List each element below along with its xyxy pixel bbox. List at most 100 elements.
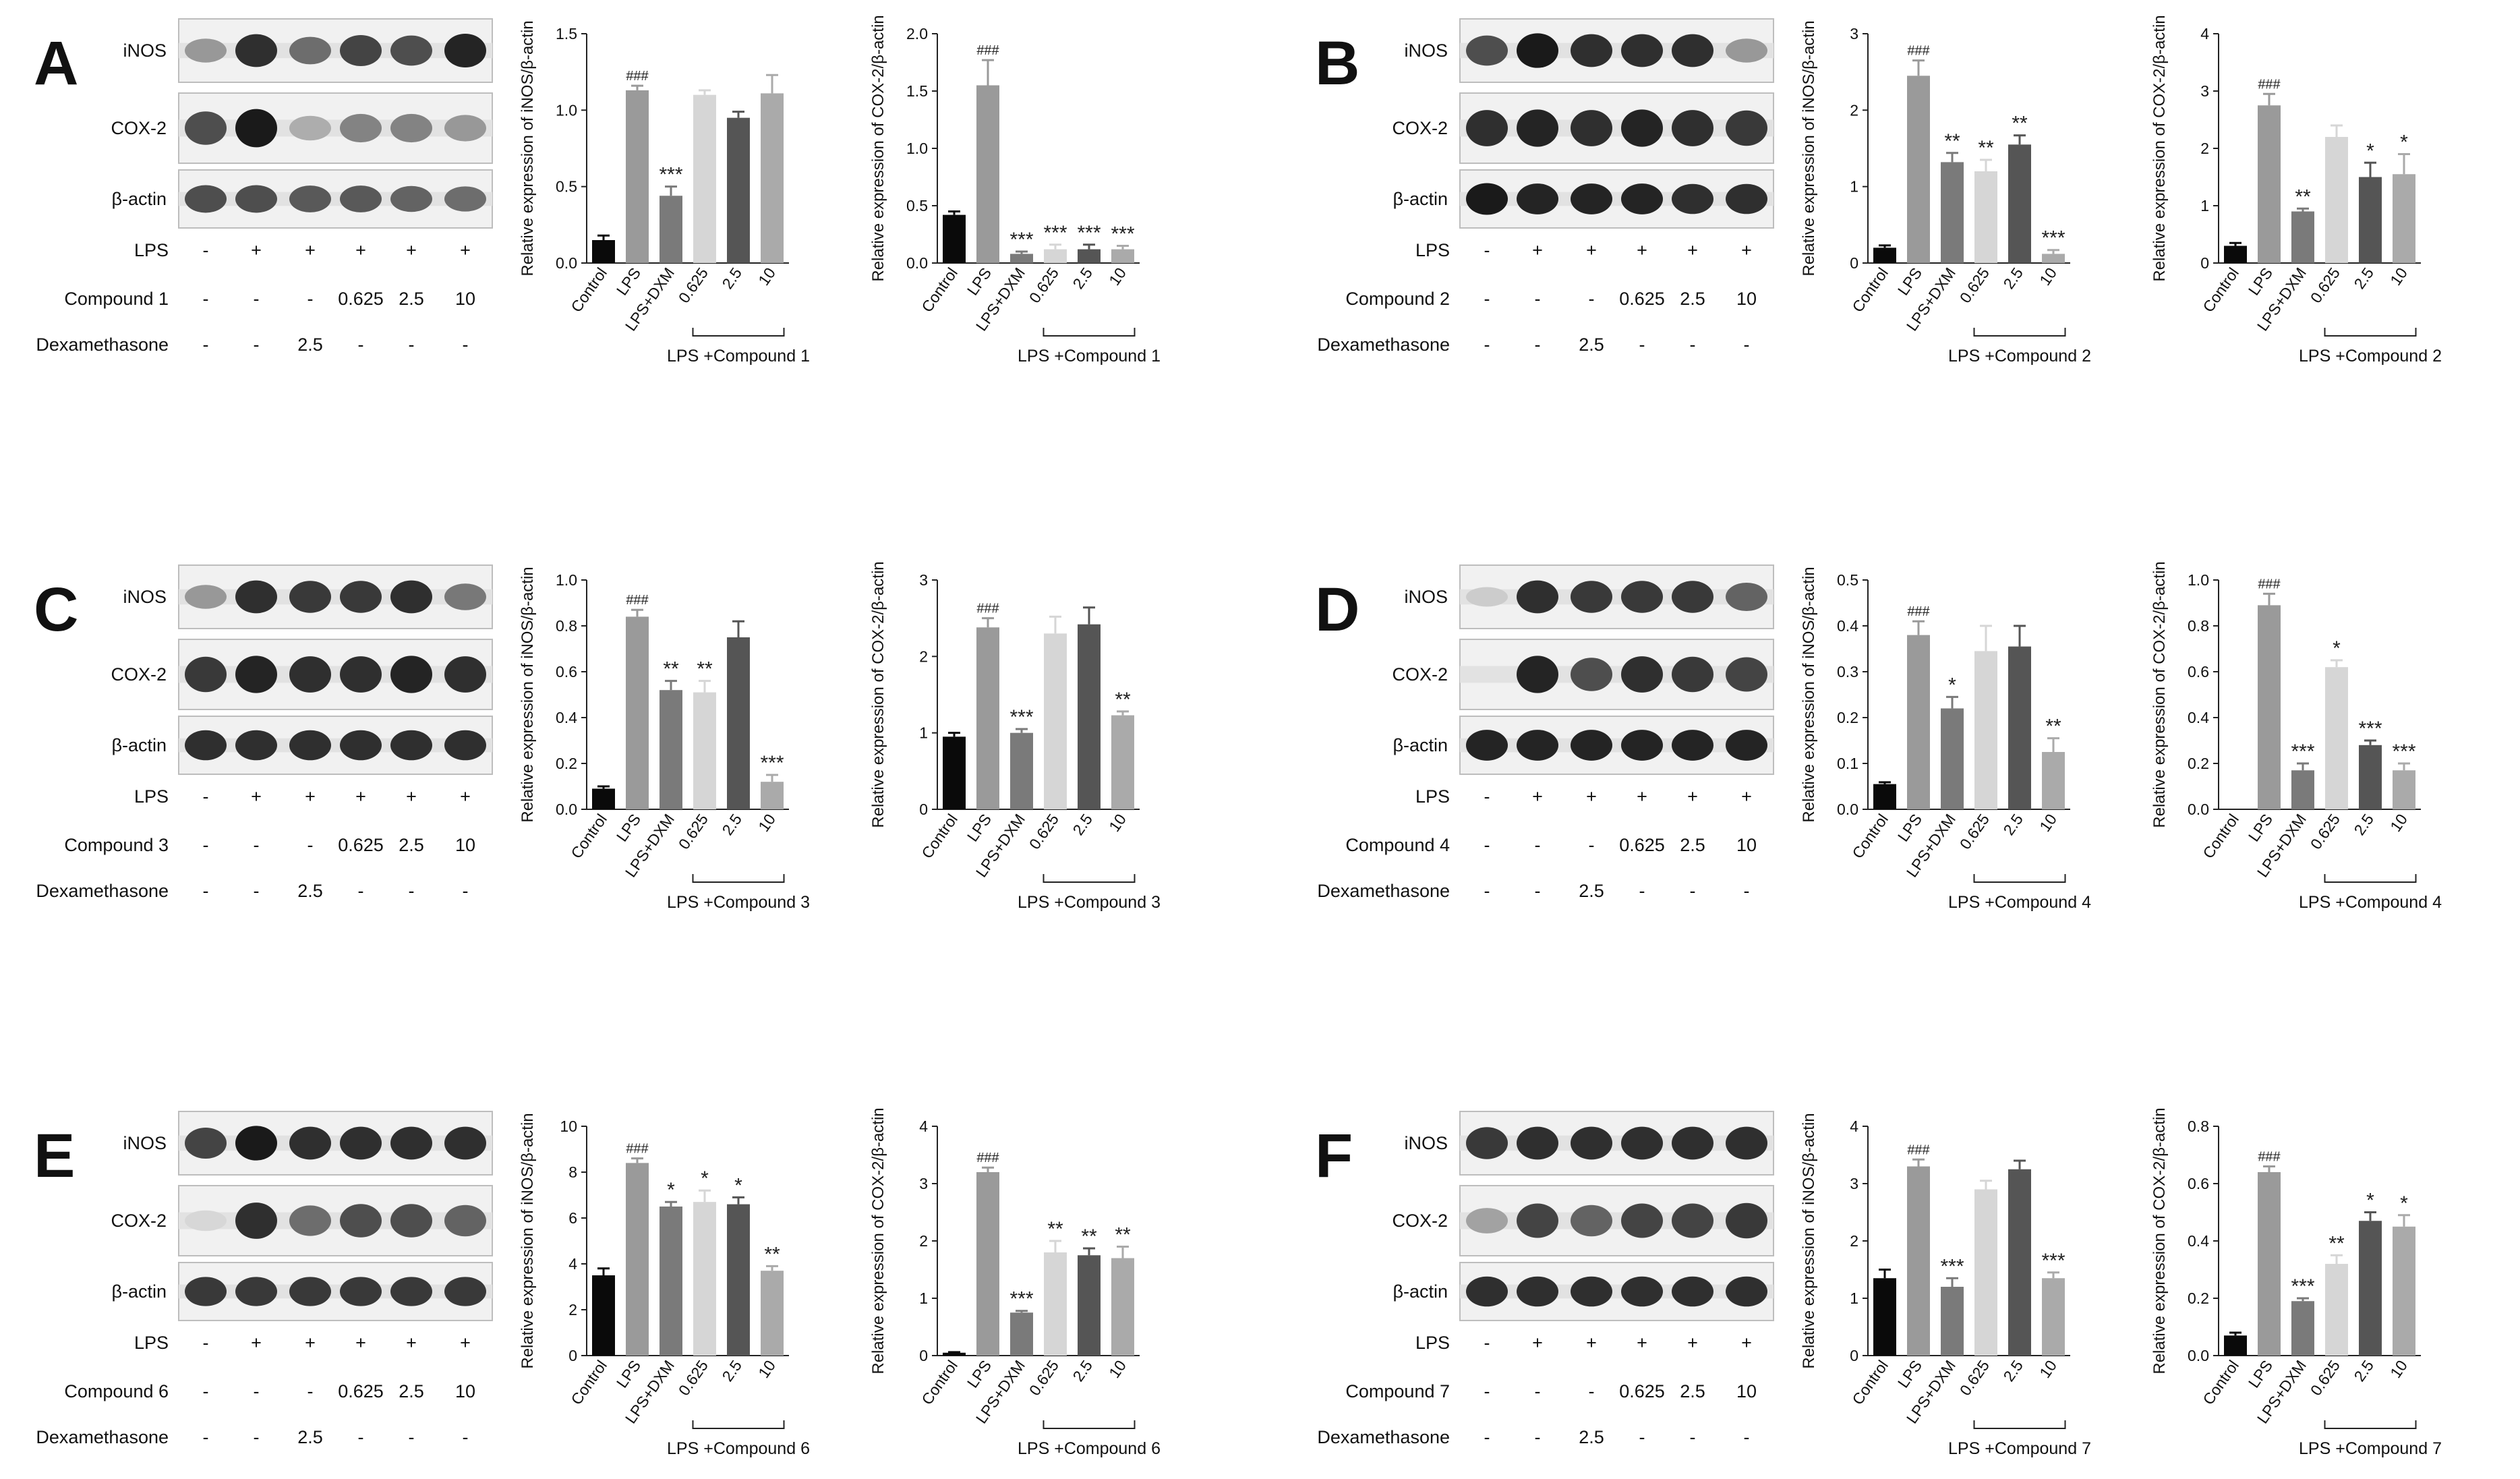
- blot-band: [1517, 656, 1558, 693]
- blot-band: [1726, 38, 1767, 63]
- blot-band: [390, 113, 432, 143]
- y-tick-label: 0.0: [2188, 801, 2209, 818]
- significance-mark: *: [2366, 140, 2374, 162]
- x-tick-label: Control: [1848, 264, 1892, 316]
- treatment-cell: -: [358, 1427, 364, 1447]
- blot-band: [390, 730, 432, 761]
- bar: [660, 690, 682, 809]
- x-tick-label: Control: [918, 264, 961, 316]
- bar: [2359, 745, 2382, 809]
- treatment-cell: +: [1532, 786, 1543, 807]
- treatment-cell: -: [1690, 335, 1696, 355]
- blot-band: [1726, 582, 1767, 612]
- treatment-row-label: Compound 3: [64, 835, 169, 855]
- x-tick-label: 10: [1105, 264, 1130, 289]
- treatment-cell: -: [254, 335, 260, 355]
- x-tick-label: Control: [918, 811, 961, 862]
- bar: [976, 627, 999, 809]
- treatment-cell: -: [1535, 881, 1541, 901]
- significance-mark: ***: [1077, 222, 1101, 244]
- blot-band: [1466, 35, 1508, 66]
- group-bracket: [2324, 328, 2417, 337]
- treatment-cell: -: [254, 1427, 260, 1447]
- blot-label: COX-2: [111, 664, 167, 685]
- treatment-cell: -: [254, 289, 260, 309]
- treatment-cell: 2.5: [1579, 1427, 1604, 1447]
- bar-chart: 0.0 0.2 0.4 0.6 0.8 Relative expression of CO…: [2150, 1107, 2442, 1458]
- blot-band: [1621, 109, 1663, 147]
- bar: [1907, 635, 1930, 809]
- x-tick-label: Control: [2199, 811, 2242, 862]
- blot-label: iNOS: [1404, 40, 1448, 61]
- y-tick-label: 0: [568, 1347, 577, 1364]
- treatment-cell: 0.625: [1619, 1381, 1665, 1401]
- blot-band: [1672, 110, 1713, 146]
- group-bracket: [692, 874, 785, 883]
- treatment-cell: 2.5: [1680, 835, 1705, 855]
- y-tick-label: 0.0: [906, 254, 928, 272]
- group-label: LPS +Compound 4: [2299, 893, 2442, 912]
- treatment-cell: -: [463, 335, 469, 355]
- significance-mark: ###: [1907, 1142, 1930, 1157]
- treatment-cell: -: [307, 835, 314, 855]
- blot-band: [1517, 730, 1558, 761]
- treatment-cell: -: [1744, 335, 1750, 355]
- y-axis-label: Relative expression of COX-2/β-actin: [2150, 1107, 2169, 1374]
- blot-strip: β-actin: [1393, 1262, 1774, 1321]
- blot-band: [340, 1126, 382, 1160]
- significance-mark: ###: [626, 593, 649, 608]
- bar: [1010, 254, 1033, 263]
- bar: [2291, 770, 2314, 809]
- y-tick-label: 1: [1850, 1289, 1858, 1307]
- y-tick-label: 0.6: [2188, 1175, 2209, 1192]
- treatment-cell: +: [1586, 786, 1597, 807]
- blot-band: [1517, 109, 1558, 147]
- y-tick-label: 1.0: [2188, 571, 2209, 589]
- x-tick-label: 0.625: [1956, 811, 1993, 852]
- bar: [1078, 624, 1101, 809]
- bar-chart: 0.0 0.5 1.0 1.5 2.0 Relative expression of CO…: [869, 15, 1161, 366]
- bar: [693, 94, 716, 263]
- bar: [1974, 171, 1997, 263]
- treatment-cell: +: [406, 786, 417, 807]
- panel-letter: F: [1315, 1122, 1353, 1190]
- y-tick-label: 0: [1850, 1347, 1858, 1364]
- treatment-row-lps: LPS - + + + + +: [134, 786, 471, 807]
- y-tick-label: 4: [568, 1255, 577, 1273]
- treatment-cell: -: [203, 289, 209, 309]
- treatment-cell: 2.5: [297, 335, 323, 355]
- group-bracket: [692, 1420, 785, 1429]
- x-tick-label: 2.5: [1999, 264, 2026, 292]
- blot-label: β-actin: [1393, 735, 1448, 755]
- blot-band: [340, 656, 382, 693]
- blot-label: β-actin: [1393, 1281, 1448, 1302]
- blot-band: [1621, 1126, 1663, 1160]
- blot-strip: iNOS: [123, 1111, 493, 1176]
- treatment-cell: -: [409, 1427, 415, 1447]
- blot-band: [390, 35, 432, 66]
- blot-band: [185, 730, 227, 761]
- blot-band: [235, 34, 277, 67]
- blot-band: [1571, 1276, 1612, 1307]
- blot-band: [1672, 1126, 1713, 1160]
- x-tick-label: 10: [755, 264, 779, 289]
- significance-mark: ###: [976, 43, 999, 58]
- significance-mark: ***: [659, 164, 682, 186]
- bar: [1941, 1287, 1964, 1356]
- treatment-cell: +: [1586, 1333, 1597, 1353]
- y-tick-label: 0.0: [1837, 801, 1858, 818]
- significance-mark: ###: [2258, 1150, 2281, 1165]
- x-tick-label: 10: [2386, 1357, 2411, 1381]
- significance-mark: *: [2366, 1190, 2374, 1212]
- blot-band: [1466, 110, 1508, 146]
- treatment-cell: -: [409, 335, 415, 355]
- treatment-cell: 0.625: [338, 1381, 384, 1401]
- blot-band: [1571, 730, 1612, 761]
- treatment-cell: +: [251, 1333, 262, 1353]
- significance-mark: ***: [1940, 1255, 1964, 1277]
- treatment-row-label: LPS: [134, 786, 169, 807]
- treatment-cell: -: [203, 1333, 209, 1353]
- blot-band: [1466, 730, 1508, 761]
- significance-mark: ***: [1009, 1288, 1033, 1310]
- treatment-cell: +: [460, 240, 471, 260]
